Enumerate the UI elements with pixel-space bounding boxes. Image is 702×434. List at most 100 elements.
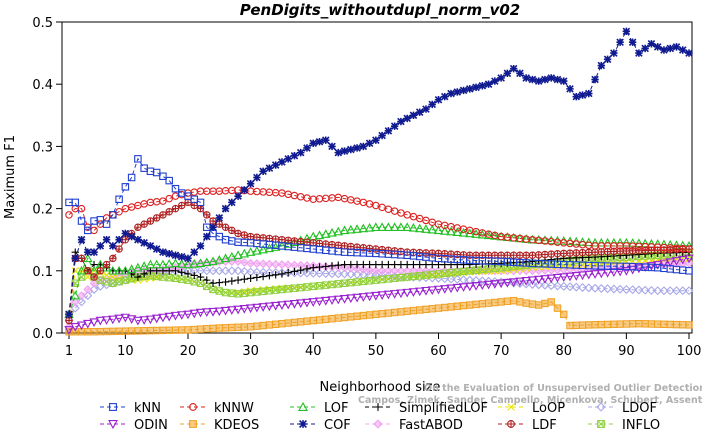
- legend-marker-inflo: [597, 420, 605, 428]
- point-kdeos: [390, 308, 399, 317]
- series-knn: [65, 155, 693, 275]
- point-knnw: [177, 190, 186, 199]
- point-ldof: [308, 268, 318, 278]
- point-lof: [427, 224, 437, 234]
- point-simplifiedlof: [71, 248, 79, 256]
- point-cof: [472, 83, 480, 92]
- point-lof: [540, 235, 550, 244]
- point-ldof: [214, 266, 224, 276]
- point-lof: [389, 222, 400, 232]
- point-kdeos: [491, 298, 499, 307]
- point-ldof: [565, 282, 575, 292]
- point-odin: [621, 267, 632, 276]
- point-ldof: [559, 281, 569, 291]
- point-odin: [659, 259, 669, 269]
- point-cof: [240, 186, 249, 194]
- point-cof: [159, 248, 167, 256]
- point-kdeos: [284, 319, 292, 327]
- point-ldof: [653, 286, 663, 296]
- point-cof: [253, 173, 261, 182]
- point-odin: [177, 311, 187, 320]
- point-kdeos: [315, 316, 324, 324]
- point-ldof: [346, 269, 356, 279]
- point-lof: [270, 242, 281, 251]
- point-knnw: [171, 192, 180, 200]
- point-lof: [452, 227, 463, 236]
- point-ldf: [171, 204, 180, 213]
- point-ldof: [315, 268, 324, 278]
- point-ldf: [522, 251, 530, 260]
- point-cof: [152, 245, 161, 253]
- point-ldf: [315, 239, 324, 248]
- legend-label-knnw: kNNW: [214, 401, 254, 416]
- x-tick-label: 1: [65, 344, 73, 359]
- point-odin: [314, 297, 325, 307]
- point-ldf: [572, 249, 581, 257]
- point-kdeos: [603, 320, 612, 329]
- point-odin: [527, 276, 538, 286]
- point-cof: [365, 139, 374, 148]
- point-kdeos: [453, 302, 461, 310]
- point-lof: [602, 237, 613, 247]
- point-simplifiedlof: [409, 260, 418, 269]
- point-cof: [403, 114, 411, 123]
- point-cof: [203, 232, 211, 241]
- y-tick-label: 0.2: [32, 203, 53, 218]
- point-kdeos: [635, 319, 643, 328]
- point-ldf: [559, 249, 568, 258]
- legend-label-ldf: LDF: [532, 418, 557, 433]
- point-lof: [126, 264, 137, 273]
- point-ldf: [509, 251, 518, 260]
- point-cof: [140, 239, 148, 247]
- point-cof: [647, 40, 656, 48]
- point-odin: [270, 301, 281, 311]
- point-cof: [409, 111, 418, 120]
- point-kdeos: [666, 320, 674, 329]
- point-odin: [590, 270, 600, 279]
- point-kdeos: [228, 323, 236, 332]
- point-simplifiedlof: [246, 274, 255, 282]
- point-ldf: [541, 250, 549, 259]
- point-ldof: [221, 266, 231, 276]
- point-cof: [171, 251, 180, 260]
- point-knnw: [159, 197, 167, 205]
- point-cof: [315, 137, 324, 146]
- point-odin: [433, 285, 444, 295]
- point-ldf: [121, 235, 130, 244]
- point-knnw: [384, 205, 393, 213]
- point-kdeos: [109, 327, 117, 336]
- point-cof: [678, 46, 687, 54]
- point-odin: [377, 291, 387, 301]
- point-lof: [490, 231, 500, 240]
- point-knnw: [372, 201, 380, 210]
- point-loop: [472, 268, 480, 276]
- series-knnw: [65, 186, 693, 253]
- legend-item-fastabod: FastABOD: [365, 418, 463, 433]
- legend-label-odin: ODIN: [134, 418, 168, 433]
- point-odin: [126, 315, 137, 324]
- point-ldof: [665, 286, 675, 296]
- point-kdeos: [416, 306, 424, 314]
- point-cof: [616, 38, 624, 46]
- point-ldof: [89, 284, 99, 294]
- point-cof: [415, 108, 424, 116]
- point-odin: [220, 306, 231, 316]
- point-kdeos: [478, 300, 487, 308]
- legend-marker-odin: [108, 420, 118, 430]
- point-fastabod: [684, 258, 694, 268]
- point-kdeos: [240, 323, 249, 331]
- point-ldof: [208, 266, 218, 276]
- point-odin: [164, 312, 174, 322]
- point-lof: [458, 227, 469, 237]
- point-knnw: [397, 209, 405, 217]
- point-cof: [672, 43, 681, 51]
- point-simplifiedlof: [278, 270, 286, 278]
- point-simplifiedlof: [528, 257, 537, 266]
- point-odin: [458, 283, 469, 292]
- point-cof: [547, 74, 555, 82]
- point-ldof: [596, 283, 606, 293]
- point-simplifiedlof: [472, 260, 480, 269]
- point-kdeos: [616, 320, 624, 328]
- point-odin: [483, 280, 494, 290]
- point-cof: [184, 254, 192, 263]
